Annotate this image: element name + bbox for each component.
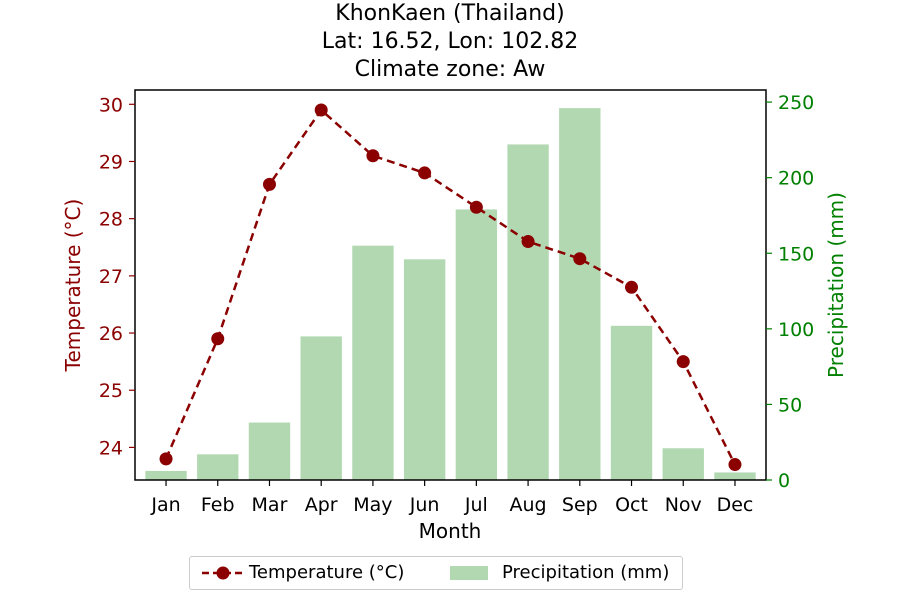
precipitation-bar-jan: [145, 470, 187, 480]
chart-title-line3: Climate zone: Aw: [354, 57, 546, 82]
y-left-tick-label-27: 27: [99, 266, 123, 288]
y-right-tick-label-200: 200: [778, 168, 814, 190]
y-left-tick-label-26: 26: [99, 323, 123, 345]
precipitation-bars: [145, 108, 756, 481]
precipitation-bar-oct: [610, 325, 653, 480]
legend-temperature-marker: [202, 566, 244, 580]
temperature-point-mar: [262, 177, 276, 191]
precipitation-bar-jun: [403, 259, 446, 480]
y-left-tick-label-28: 28: [99, 209, 123, 231]
temperature-point-sep: [573, 252, 587, 266]
temperature-point-jun: [418, 166, 432, 180]
precipitation-bar-apr: [300, 336, 342, 480]
precipitation-bar-jul: [455, 209, 498, 480]
x-axis-label: Month: [419, 519, 482, 543]
temperature-point-oct: [625, 280, 639, 294]
x-tick-label-nov: Nov: [665, 494, 702, 516]
x-tick-label-sep: Sep: [562, 494, 598, 516]
x-tick-label-aug: Aug: [510, 494, 547, 516]
chart-title-line1: KhonKaen (Thailand): [335, 1, 565, 26]
y-right-tick-label-0: 0: [778, 470, 790, 492]
legend-temperature-label: Temperature (°C): [249, 562, 405, 583]
x-tick-label-oct: Oct: [615, 494, 648, 516]
plot-frame: [134, 89, 767, 481]
precipitation-bar-dec: [714, 472, 756, 480]
temperature-point-dec: [728, 458, 742, 472]
temperature-point-jul: [469, 200, 483, 214]
precipitation-bar-may: [352, 245, 394, 480]
temperature-point-aug: [521, 235, 535, 249]
precipitation-bar-sep: [559, 108, 601, 481]
x-tick-label-apr: Apr: [305, 494, 338, 516]
y-left-tick-label-24: 24: [99, 437, 123, 459]
x-tick-label-jul: Jul: [464, 494, 488, 516]
y-right-tick-label-50: 50: [778, 394, 802, 416]
temperature-line: [159, 103, 742, 472]
y-right-axis-label: Precipitation (mm): [824, 192, 848, 378]
y-left-tick-label-29: 29: [99, 151, 123, 173]
x-tick-label-dec: Dec: [717, 494, 754, 516]
x-tick-label-may: May: [353, 494, 392, 516]
y-left-tick-label-30: 30: [99, 94, 123, 116]
temperature-point-jan: [159, 452, 173, 466]
y-left-tick-label-25: 25: [99, 380, 123, 402]
legend-precipitation-label: Precipitation (mm): [502, 562, 670, 583]
temperature-point-nov: [676, 355, 690, 369]
temperature-point-may: [366, 149, 380, 163]
x-tick-label-jan: Jan: [150, 494, 180, 516]
precipitation-bar-aug: [507, 144, 549, 480]
y-right-tick-label-250: 250: [778, 92, 814, 114]
temperature-point-feb: [211, 332, 225, 346]
temperature-series-line: [164, 108, 737, 466]
x-tick-label-feb: Feb: [201, 494, 235, 516]
temperature-point-apr: [314, 103, 328, 117]
precipitation-bar-feb: [197, 454, 239, 480]
x-tick-label-jun: Jun: [409, 494, 440, 516]
legend-precipitation-swatch: [450, 566, 488, 580]
y-right-tick-label-150: 150: [778, 243, 814, 265]
legend: Temperature (°C) Precipitation (mm): [189, 556, 683, 590]
x-tick-label-mar: Mar: [252, 494, 288, 516]
y-right-tick-label-100: 100: [778, 319, 814, 341]
precipitation-bar-nov: [662, 448, 704, 480]
chart-axes: Jan Feb Mar Apr May Jun Jul Aug Sep Oct Nov Dec 24 25…: [99, 89, 814, 516]
y-left-axis-label: Temperature (°C): [61, 199, 85, 373]
precipitation-bar-mar: [248, 422, 291, 480]
chart-title-line2: Lat: 16.52, Lon: 102.82: [321, 29, 579, 54]
